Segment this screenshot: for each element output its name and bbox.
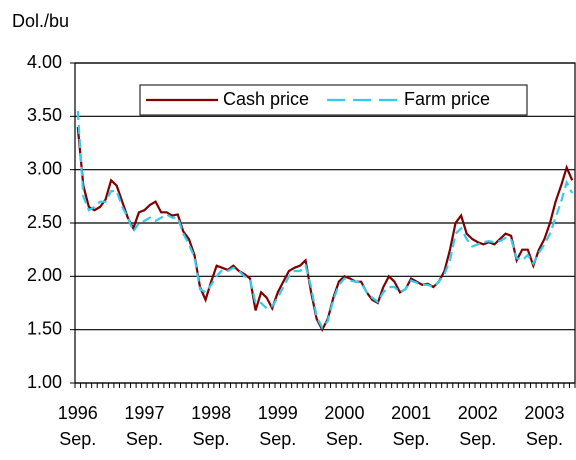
x-tick-label: 2000 Sep.: [324, 403, 365, 449]
y-tick-label: 4.00: [27, 52, 62, 72]
x-tick-label: 1998 Sep.: [191, 403, 232, 449]
y-tick-label: 3.50: [27, 105, 62, 125]
series-line: [76, 110, 574, 330]
x-tick-label: 2003 Sep.: [524, 403, 565, 449]
y-tick-label: 3.00: [27, 158, 62, 178]
legend-label: Farm price: [404, 89, 490, 109]
x-tick-label: 1999 Sep.: [257, 403, 298, 449]
y-tick-label: 2.50: [27, 212, 62, 232]
y-tick-label: 1.00: [27, 372, 62, 392]
y-tick-label: 2.00: [27, 265, 62, 285]
y-tick-label: 1.50: [27, 318, 62, 338]
x-tick-label: 2001 Sep.: [391, 403, 432, 449]
x-tick-label: 2002 Sep.: [457, 403, 498, 449]
legend-label: Cash price: [223, 89, 309, 109]
series-line: [76, 126, 574, 333]
y-axis-label: Dol./bu: [12, 11, 69, 31]
x-tick-label: 1997 Sep.: [124, 403, 165, 449]
x-tick-label: 1996 Sep.: [57, 403, 98, 449]
